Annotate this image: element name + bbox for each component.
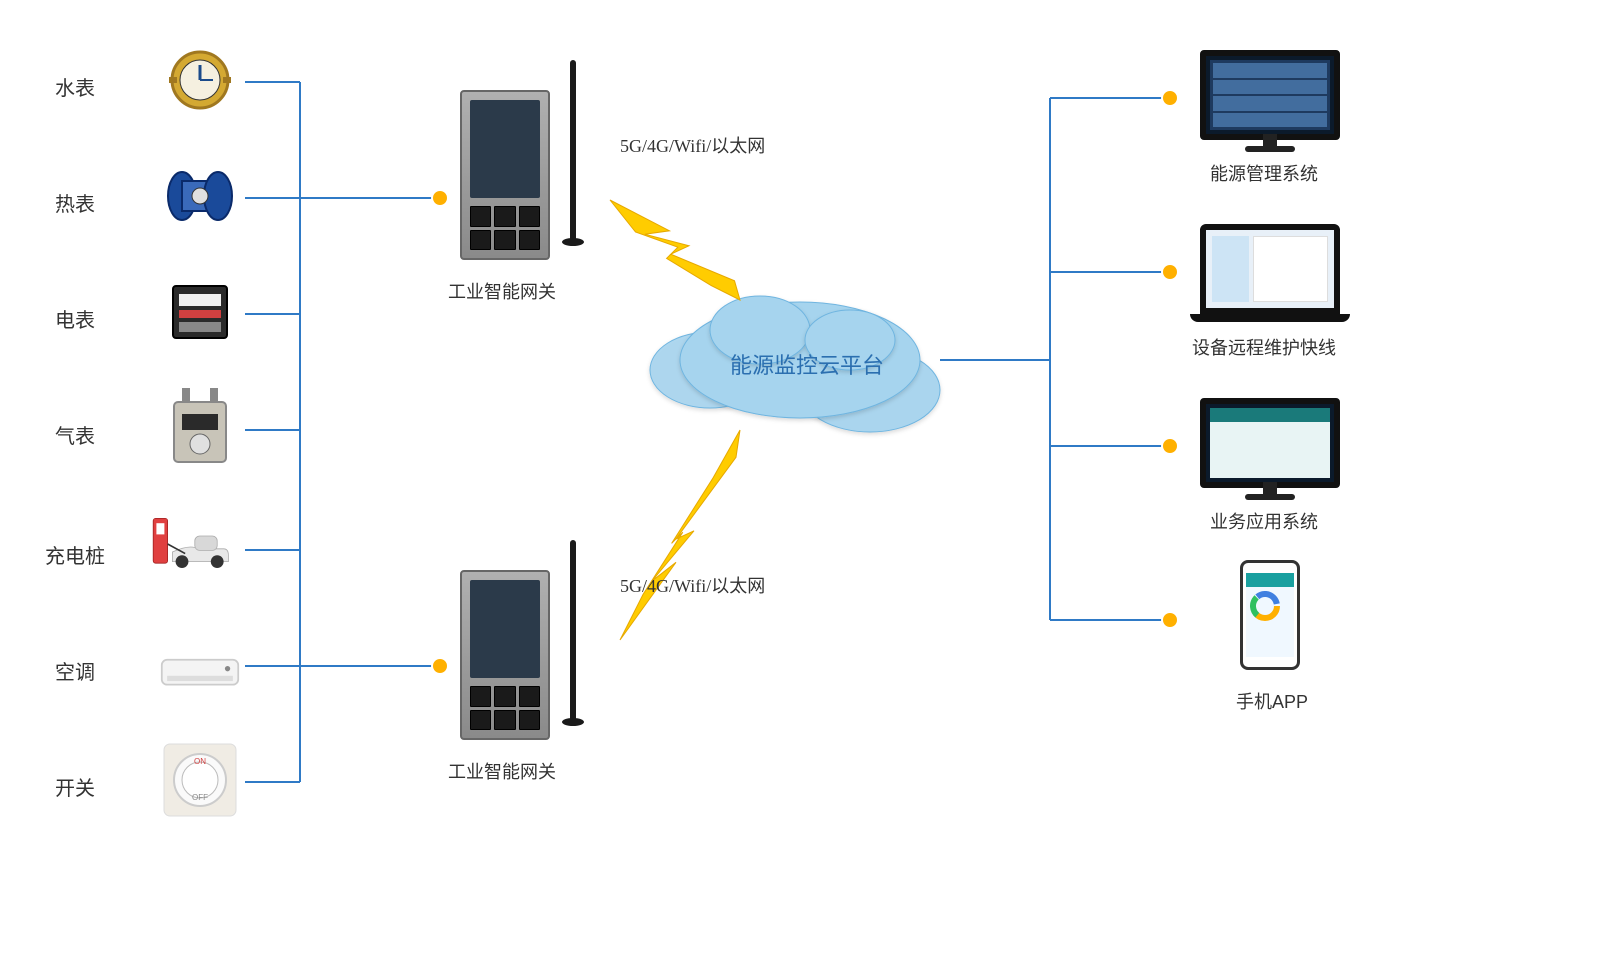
industrial-gateway bbox=[460, 570, 550, 740]
air-conditioner-icon bbox=[160, 634, 240, 714]
switch-dial-icon: ON OFF bbox=[160, 740, 240, 820]
monitor-biz-icon bbox=[1200, 398, 1340, 488]
connection-label: 5G/4G/Wifi/以太网 bbox=[620, 572, 765, 598]
monitor-biz-icon bbox=[1200, 398, 1340, 488]
gateway-label: 工业智能网关 bbox=[448, 278, 556, 304]
svg-text:ON: ON bbox=[194, 757, 206, 766]
monitor-ems-icon bbox=[1200, 50, 1340, 140]
remote-label: 设备远程维护快线 bbox=[1192, 334, 1336, 360]
laptop-icon bbox=[1200, 224, 1340, 322]
phone-icon bbox=[1240, 560, 1300, 670]
ev-charger-icon bbox=[150, 504, 230, 584]
heat-label: 热表 bbox=[55, 188, 95, 217]
ac-label: 空调 bbox=[55, 656, 95, 685]
gas-label: 气表 bbox=[55, 420, 95, 449]
monitor-ems-icon bbox=[1200, 50, 1340, 140]
heat-meter-icon bbox=[160, 156, 240, 236]
laptop-icon bbox=[1200, 224, 1340, 322]
biz-label: 业务应用系统 bbox=[1210, 508, 1318, 534]
electric-label: 电表 bbox=[55, 304, 95, 333]
app-label: 手机APP bbox=[1236, 688, 1308, 714]
ems-label: 能源管理系统 bbox=[1210, 160, 1318, 186]
gas-meter-icon bbox=[160, 388, 240, 468]
industrial-gateway bbox=[460, 90, 550, 260]
water-label: 水表 bbox=[55, 72, 95, 101]
switch-label: 开关 bbox=[55, 772, 95, 801]
electric-meter-icon bbox=[160, 272, 240, 352]
connection-label: 5G/4G/Wifi/以太网 bbox=[620, 132, 765, 158]
water-meter-icon bbox=[160, 40, 240, 120]
phone-icon bbox=[1240, 560, 1300, 670]
gateway-label: 工业智能网关 bbox=[448, 758, 556, 784]
charger-label: 充电桩 bbox=[45, 540, 105, 569]
cloud-label: 能源监控云平台 bbox=[730, 348, 884, 380]
svg-text:OFF: OFF bbox=[192, 793, 208, 802]
